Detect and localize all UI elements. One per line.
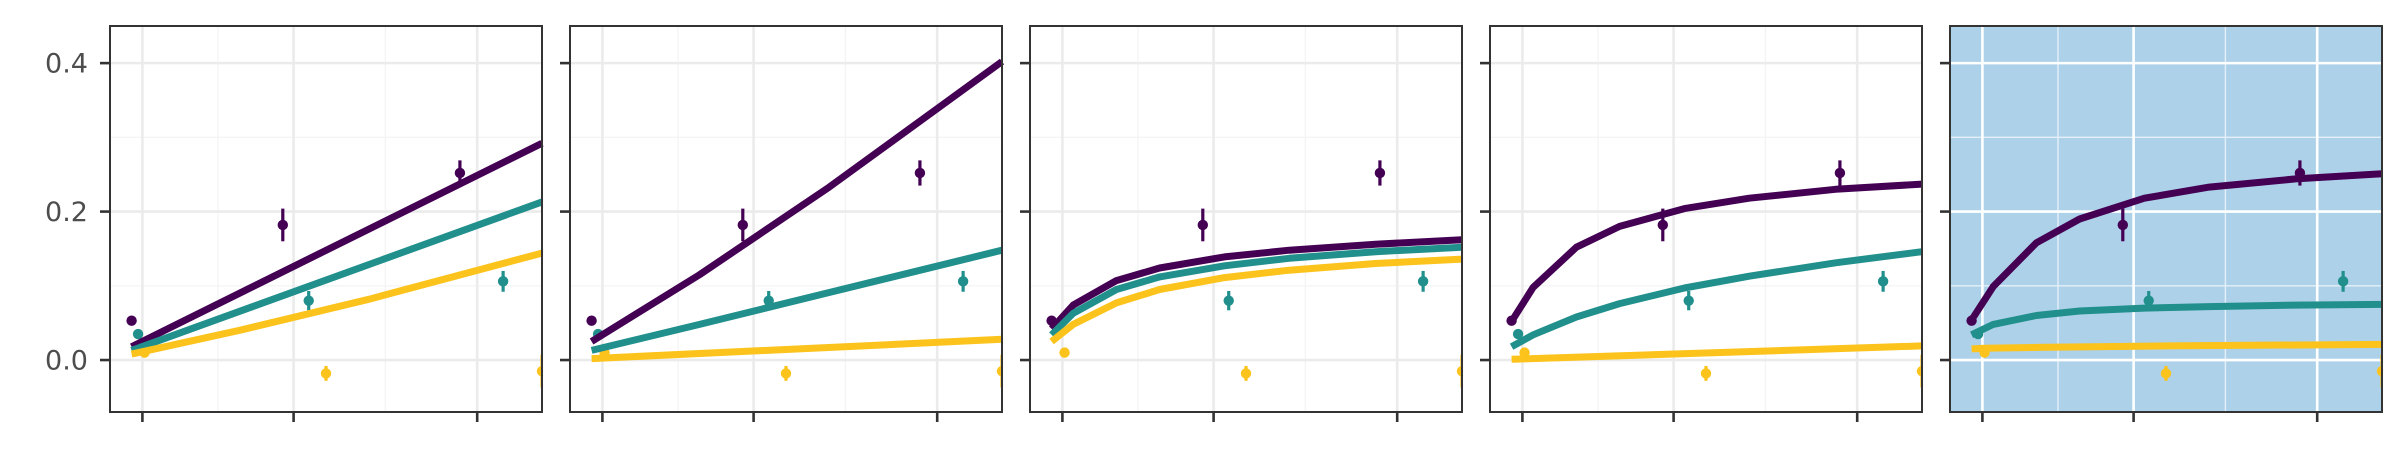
series-line-C [1511, 342, 1923, 363]
panel-background [110, 26, 542, 412]
fitted-curves [1968, 170, 2383, 353]
data-point [1417, 276, 1429, 287]
observations [1506, 160, 1922, 388]
data-point [2376, 365, 2382, 377]
panel-background [1030, 26, 1462, 412]
series-line-A [130, 140, 544, 350]
series-line-A [589, 58, 1005, 345]
data-point [996, 365, 1002, 377]
data-point [1456, 365, 1462, 377]
data-point [454, 167, 466, 179]
series-line-C [1049, 255, 1463, 345]
data-point [2160, 368, 2172, 379]
panel-3 [1020, 25, 1463, 422]
series-line-B [130, 198, 544, 354]
data-point [2143, 295, 2154, 306]
data-point [1240, 368, 1252, 379]
panel-5 [1940, 25, 2383, 422]
panel-border [1029, 25, 1463, 413]
data-point [1877, 276, 1889, 287]
fitted-curves [1049, 236, 1463, 345]
data-point [737, 219, 748, 231]
gridlines [570, 26, 1002, 412]
series-line-B [1970, 300, 2383, 338]
data-point [1197, 219, 1209, 231]
panel-4 [1480, 25, 1923, 422]
y-tick-label: 0.4 [45, 49, 88, 80]
series-line-A [1968, 170, 2383, 322]
fitted-curves [1508, 180, 1923, 363]
data-point [957, 276, 969, 287]
y-tick-label: 0.2 [45, 197, 88, 228]
gridlines [1490, 26, 1922, 412]
series-line-C [130, 249, 543, 358]
data-point [586, 315, 597, 326]
panel-border [1489, 25, 1923, 413]
series-line-B [1509, 248, 1923, 350]
panel-border [1949, 25, 2383, 413]
data-point [1374, 167, 1386, 179]
panel-border [569, 25, 1003, 413]
data-point [320, 368, 332, 379]
series-line-B [590, 246, 1003, 354]
panel-1 [100, 25, 544, 422]
series-line-B [1049, 243, 1463, 338]
data-point [1834, 167, 1846, 179]
series-line-C [591, 335, 1003, 363]
data-point [132, 328, 144, 340]
data-point [497, 276, 509, 287]
fitted-curves [130, 140, 544, 358]
data-point [536, 365, 542, 377]
data-point [1519, 347, 1530, 358]
data-point [914, 167, 926, 179]
data-point [1700, 368, 1712, 379]
data-point [780, 368, 792, 379]
data-point [126, 315, 137, 326]
data-point [2337, 276, 2349, 287]
y-tick-label: 0.0 [45, 346, 88, 377]
panel-border [109, 25, 543, 413]
data-point [1657, 219, 1669, 231]
data-point [277, 219, 288, 231]
data-point [1512, 328, 1524, 340]
data-point [1223, 295, 1234, 306]
data-point [1916, 365, 1922, 377]
panel-2 [560, 25, 1005, 422]
data-point [1059, 347, 1070, 358]
series-line-A [1508, 180, 1923, 324]
observations [1046, 160, 1462, 388]
data-point [1683, 295, 1694, 306]
gridlines [110, 26, 542, 412]
series-line-A [1049, 236, 1463, 332]
gridlines [1030, 26, 1462, 412]
data-point [303, 295, 314, 306]
fitted-curves [589, 58, 1005, 363]
series-line-C [1971, 340, 2383, 353]
data-point [2117, 219, 2128, 231]
